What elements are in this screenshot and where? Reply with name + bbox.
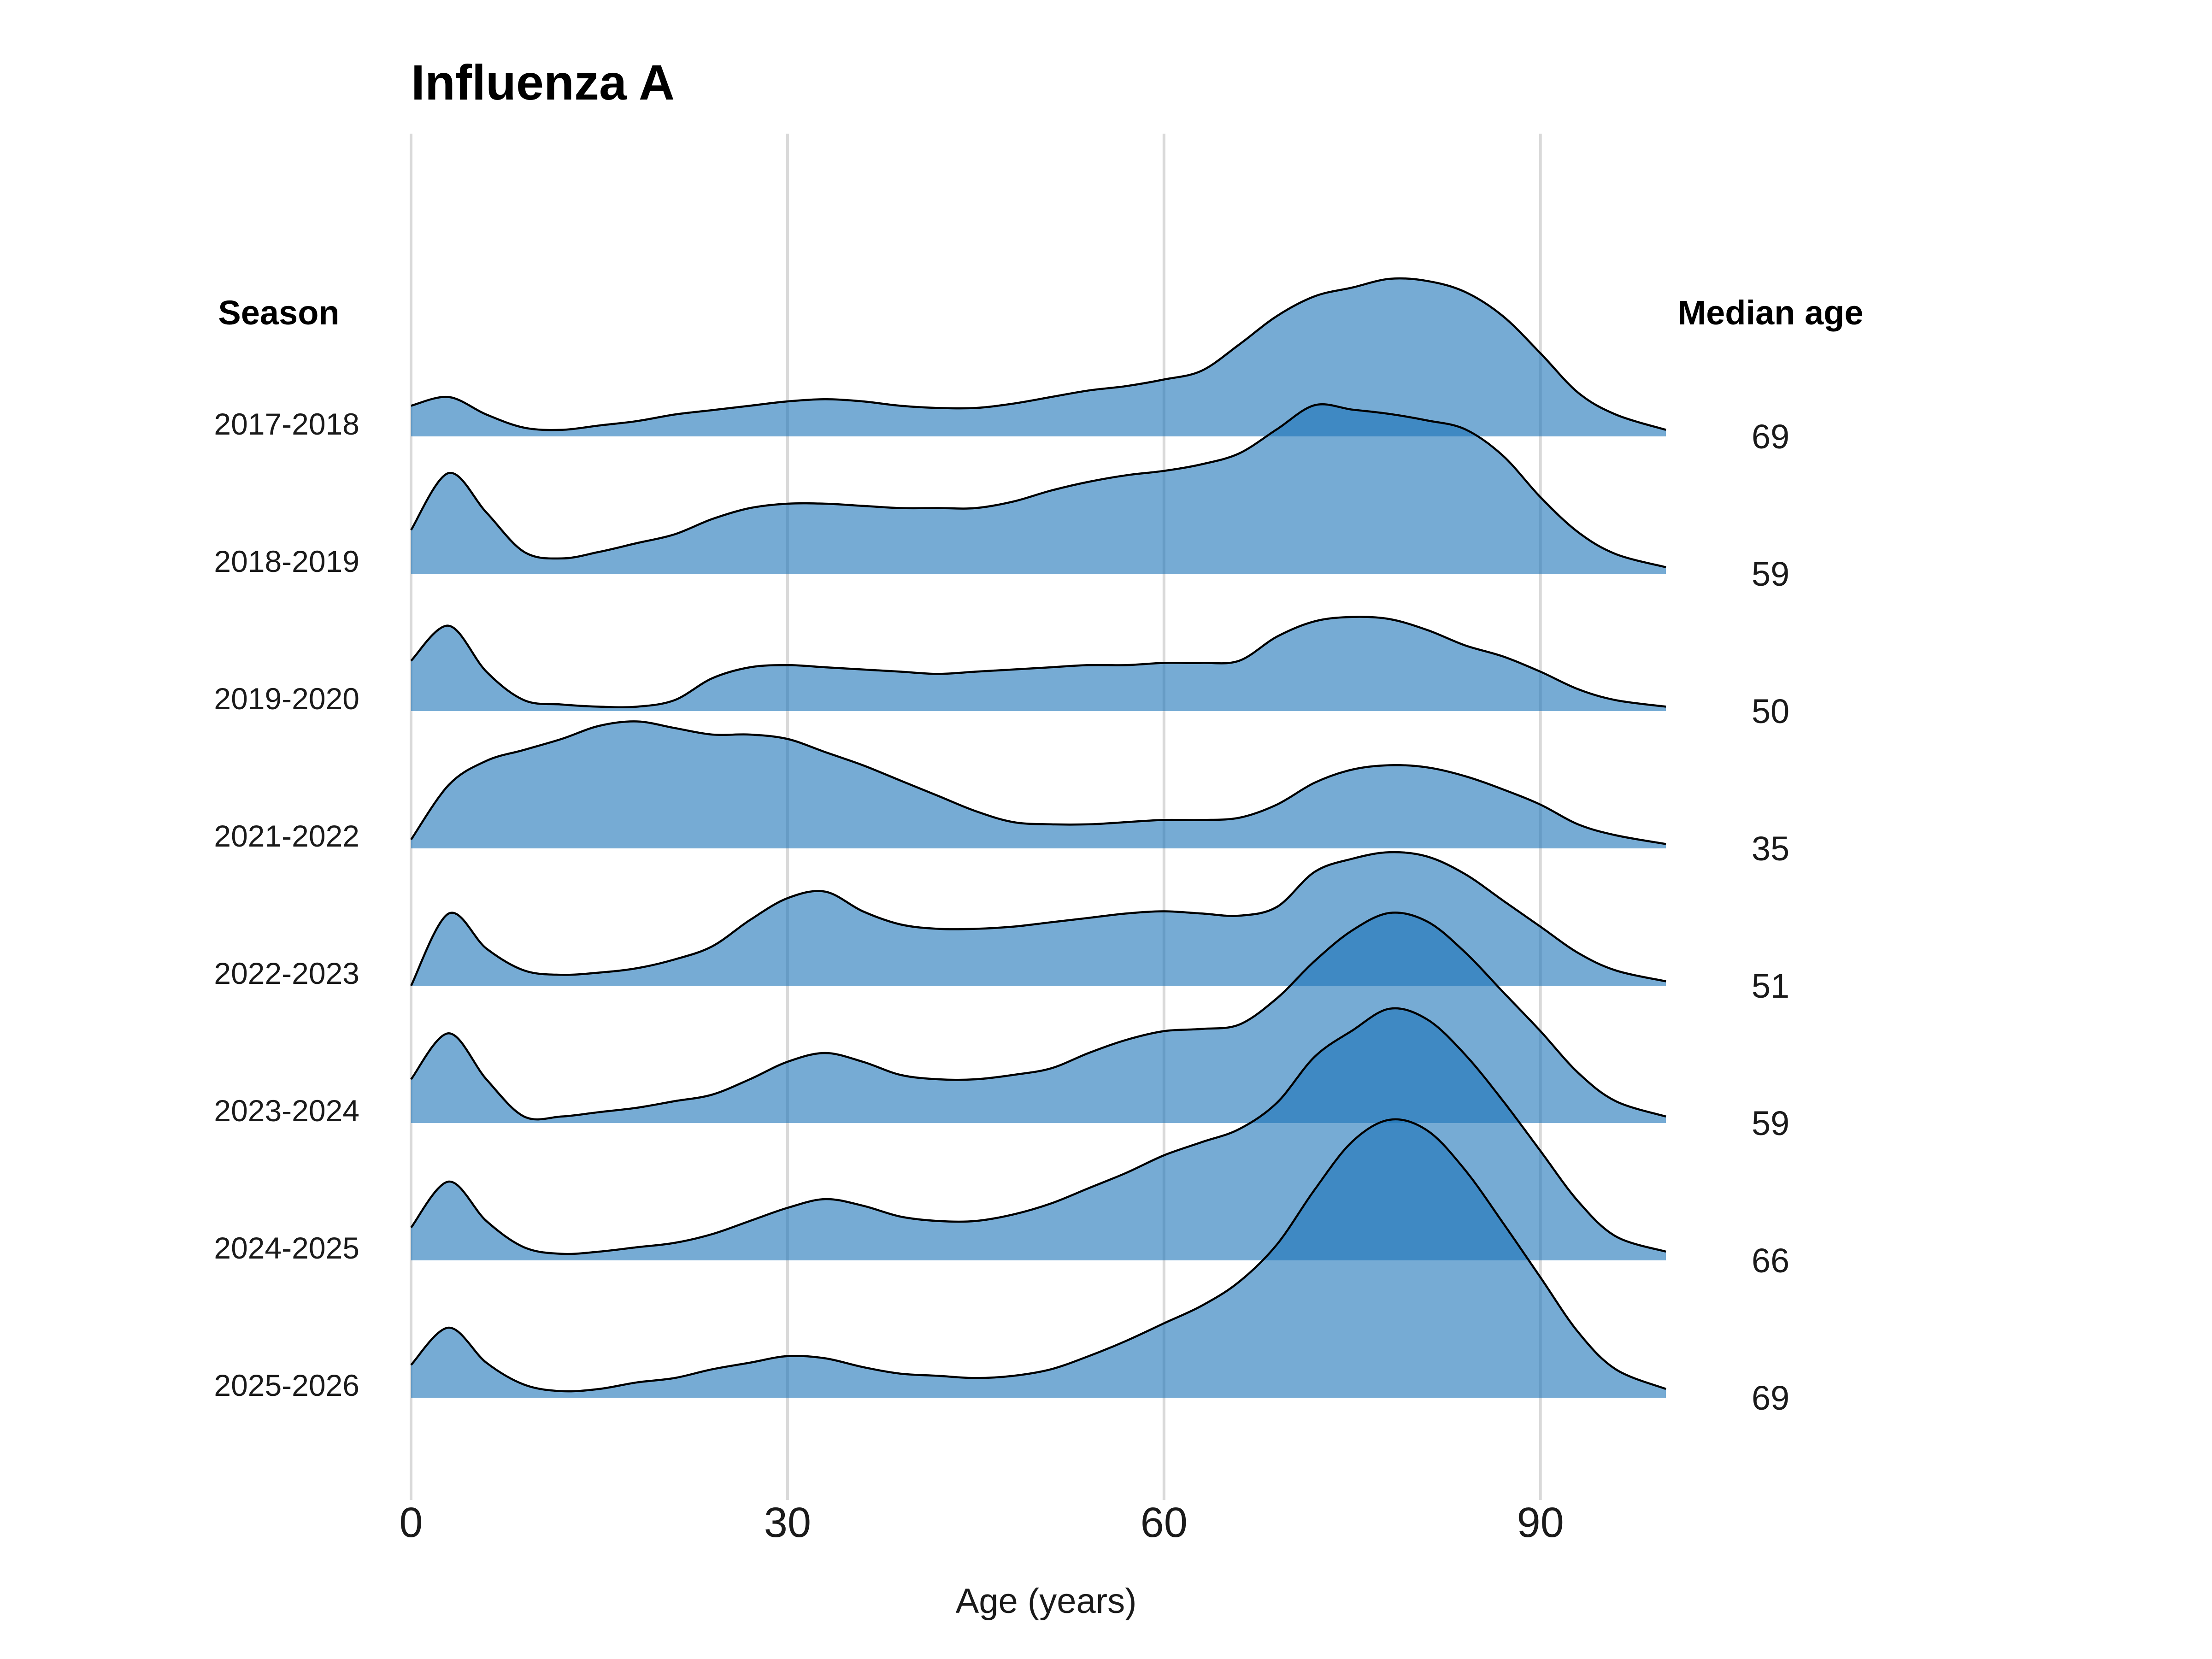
median-age-value: 69 bbox=[1752, 1379, 1789, 1417]
ridge-outline bbox=[411, 277, 1666, 431]
ridge-outline bbox=[410, 403, 1666, 568]
median-age-header: Median age bbox=[1678, 294, 1864, 332]
x-tick-label: 90 bbox=[1517, 1499, 1564, 1546]
x-axis-title: Age (years) bbox=[956, 1582, 1137, 1621]
ridge-outline bbox=[410, 616, 1666, 709]
season-header: Season bbox=[218, 294, 339, 332]
chart-title: Influenza A bbox=[411, 54, 675, 110]
season-label: 2018-2019 bbox=[214, 544, 359, 578]
ridge-outline bbox=[410, 720, 1666, 845]
median-age-value: 59 bbox=[1752, 1104, 1789, 1142]
median-age-value: 35 bbox=[1752, 830, 1789, 868]
x-tick-label: 0 bbox=[399, 1499, 423, 1546]
season-label: 2023-2024 bbox=[214, 1094, 359, 1128]
season-label: 2025-2026 bbox=[214, 1368, 359, 1402]
ridge-outline bbox=[410, 1007, 1666, 1255]
ridge-outline bbox=[410, 851, 1666, 987]
ridge-outline bbox=[410, 912, 1666, 1121]
x-tick-label: 60 bbox=[1141, 1499, 1188, 1546]
labels: 0 30 60 90 2017-2018 69 2018-2019 59 2019-2020 50… bbox=[214, 407, 1789, 1546]
x-tick-label: 30 bbox=[764, 1499, 811, 1546]
ridge-area bbox=[411, 278, 1666, 436]
median-age-value: 51 bbox=[1752, 967, 1789, 1005]
median-age-value: 66 bbox=[1752, 1241, 1789, 1280]
median-age-value: 69 bbox=[1752, 418, 1789, 456]
median-age-value: 59 bbox=[1752, 555, 1789, 593]
season-label: 2021-2022 bbox=[214, 819, 359, 853]
season-label: 2022-2023 bbox=[214, 956, 359, 990]
ridges bbox=[410, 277, 1666, 1398]
season-label: 2019-2020 bbox=[214, 682, 359, 716]
ridge-area bbox=[411, 1119, 1666, 1398]
ridge-area bbox=[411, 404, 1666, 574]
ridge-area bbox=[411, 721, 1666, 848]
median-age-value: 50 bbox=[1752, 692, 1789, 730]
season-label: 2017-2018 bbox=[214, 407, 359, 441]
season-label: 2024-2025 bbox=[214, 1231, 359, 1265]
ridge-outline bbox=[410, 1118, 1666, 1393]
ridge-area bbox=[411, 617, 1666, 711]
